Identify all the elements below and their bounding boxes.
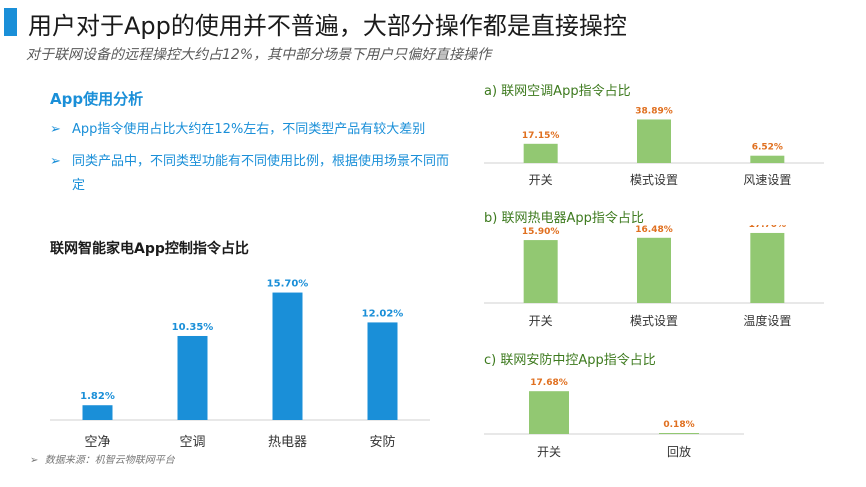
data-label: 0.18% (663, 420, 694, 430)
data-label: 10.35% (172, 322, 214, 333)
data-label: 15.70% (267, 279, 309, 290)
bar-b-2 (637, 237, 671, 303)
category-label: 模式设置 (630, 314, 678, 328)
data-label: 17.70% (749, 225, 787, 230)
source-arrow-icon: ➢ (30, 455, 39, 466)
category-label: 空调 (179, 435, 205, 450)
chart-a-bar-chart: 17.15% 开关 38.89% 模式设置 6.52% 风速设置 (484, 106, 824, 187)
bar-main-4 (367, 322, 398, 420)
chart-c-title: c) 联网安防中控App指令占比 (484, 353, 656, 368)
bar-c-2 (659, 433, 699, 434)
chart-c-bar-chart: 17.68% 开关 0.18% 回放 (484, 378, 744, 459)
category-label: 开关 (529, 314, 553, 328)
main-chart-title: 联网智能家电App控制指令占比 (50, 241, 249, 257)
bar-c-1 (529, 391, 569, 434)
category-label: 热电器 (268, 435, 307, 450)
bar-a-3 (750, 155, 785, 163)
bar-a-1 (523, 143, 558, 163)
arrow-bullet-icon: ➢ (50, 154, 61, 169)
data-label: 17.15% (522, 131, 560, 141)
chart-a-title: a) 联网空调App指令占比 (484, 84, 631, 99)
data-label: 16.48% (635, 225, 673, 235)
bar-main-3 (272, 292, 303, 420)
data-label: 15.90% (522, 227, 560, 237)
bar-b-1 (523, 240, 558, 303)
category-label: 空净 (84, 435, 110, 450)
title-accent-bar (4, 8, 17, 36)
page-title: 用户对于App的使用并不普遍，大部分操作都是直接操控 (28, 12, 627, 40)
data-source-note: ➢ 数据来源：机智云物联网平台 (30, 451, 175, 466)
page-subtitle: 对于联网设备的远程操控大约占12%，其中部分场景下用户只偏好直接操作 (26, 47, 492, 63)
bullet-text: 同类产品中，不同类型功能有不同使用比例，根据使用场景不同而定 (72, 154, 450, 193)
data-label: 12.02% (362, 308, 404, 319)
bullet-item: ➢ Aрр指令使用占比大约在12%左右，不同类型产品有较大差别 (50, 118, 460, 142)
bar-b-3 (750, 232, 785, 303)
arrow-bullet-icon: ➢ (50, 122, 61, 137)
category-label: 开关 (529, 173, 553, 187)
source-text: 数据来源：机智云物联网平台 (44, 455, 175, 466)
bar-a-2 (637, 119, 671, 163)
chart-b-title: b) 联网热电器App指令占比 (484, 211, 644, 226)
category-label: 回放 (667, 444, 691, 459)
category-label: 模式设置 (630, 173, 678, 187)
category-label: 开关 (537, 445, 561, 459)
bar-main-1 (82, 405, 113, 420)
bullet-list: ➢ Aрр指令使用占比大约在12%左右，不同类型产品有较大差别 ➢ 同类产品中，… (50, 118, 460, 206)
main-bar-chart: 1.82% 空净 10.35% 空调 15.70% 热电器 12.02% 安防 (50, 279, 430, 450)
bullet-item: ➢ 同类产品中，不同类型功能有不同使用比例，根据使用场景不同而定 (50, 150, 460, 198)
chart-b-bar-chart: 15.90% 开关 16.48% 模式设置 17.70% 温度设置 (484, 225, 824, 328)
category-label: 安防 (369, 434, 395, 450)
data-label: 38.89% (635, 106, 673, 116)
data-label: 6.52% (752, 143, 783, 153)
data-label: 1.82% (80, 391, 115, 402)
data-label: 17.68% (530, 378, 568, 388)
bar-main-2 (177, 335, 208, 420)
bullet-text: Aрр指令使用占比大约在12%左右，不同类型产品有较大差别 (72, 122, 426, 137)
section-heading: App使用分析 (50, 90, 144, 108)
category-label: 温度设置 (743, 313, 791, 328)
category-label: 风速设置 (743, 173, 791, 187)
